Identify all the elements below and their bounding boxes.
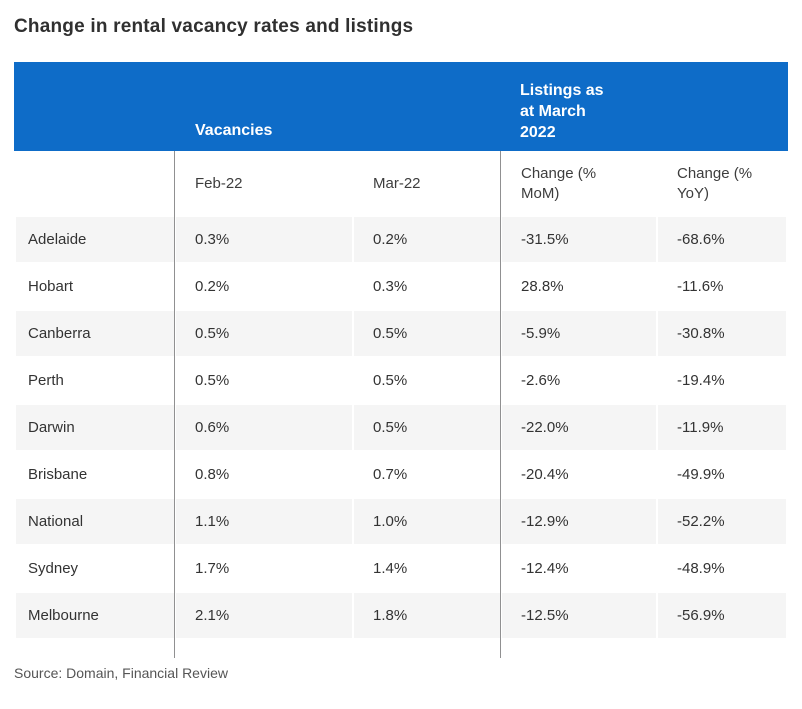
cell-feb22: 0.5% bbox=[176, 311, 352, 356]
cell-change-mom: -22.0% bbox=[502, 405, 656, 450]
column-header-feb22: Feb-22 bbox=[195, 175, 243, 192]
table-row-melbourne: Melbourne 2.1% 1.8% -12.5% -56.9% bbox=[16, 593, 786, 638]
rental-vacancy-figure: Change in rental vacancy rates and listi… bbox=[14, 16, 788, 681]
cell-change-yoy: -30.8% bbox=[658, 311, 786, 356]
table-row-hobart: Hobart 0.2% 0.3% 28.8% -11.6% bbox=[16, 264, 786, 309]
cell-feb22: 0.8% bbox=[195, 466, 230, 483]
cell-mar22: 1.4% bbox=[373, 560, 408, 577]
table-row-darwin: Darwin 0.6% 0.5% -22.0% -11.9% bbox=[16, 405, 786, 450]
cell-city: Adelaide bbox=[16, 217, 174, 262]
cell-mar22: 0.2% bbox=[354, 217, 500, 262]
cell-city: Melbourne bbox=[16, 593, 174, 638]
column-header-city bbox=[16, 153, 174, 215]
cell-feb22: 2.1% bbox=[176, 593, 352, 638]
table-row-national: National 1.1% 1.0% -12.9% -52.2% bbox=[16, 499, 786, 544]
cell-feb22: 1.1% bbox=[176, 499, 352, 544]
cell-change-mom: -31.5% bbox=[502, 217, 656, 262]
cell-change-yoy: -48.9% bbox=[677, 560, 725, 577]
cell-mar22: 0.5% bbox=[373, 372, 408, 389]
column-divider-right bbox=[500, 151, 501, 658]
cell-change-mom: 28.8% bbox=[521, 278, 564, 295]
cell-change-yoy: -68.6% bbox=[658, 217, 786, 262]
cell-change-yoy: -11.6% bbox=[677, 278, 724, 295]
cell-change-mom: -5.9% bbox=[502, 311, 656, 356]
cell-change-mom: -12.4% bbox=[521, 560, 569, 577]
table-row-canberra: Canberra 0.5% 0.5% -5.9% -30.8% bbox=[16, 311, 786, 356]
cell-change-mom: -12.9% bbox=[502, 499, 656, 544]
cell-change-yoy: -49.9% bbox=[677, 466, 725, 483]
cell-change-yoy: -19.4% bbox=[677, 372, 725, 389]
cell-feb22: 0.6% bbox=[176, 405, 352, 450]
cell-feb22: 0.3% bbox=[176, 217, 352, 262]
group-header-vacancies: Vacancies bbox=[195, 122, 273, 139]
cell-city: Darwin bbox=[16, 405, 174, 450]
cell-city: Canberra bbox=[16, 311, 174, 356]
table-row-adelaide: Adelaide 0.3% 0.2% -31.5% -68.6% bbox=[16, 217, 786, 262]
cell-change-yoy: -52.2% bbox=[658, 499, 786, 544]
cell-mar22: 0.3% bbox=[373, 278, 408, 295]
group-header-band: Vacancies Listings as at March 2022 bbox=[14, 62, 788, 151]
column-divider-left bbox=[174, 151, 175, 658]
cell-change-mom: -2.6% bbox=[521, 372, 561, 389]
source-note: Source: Domain, Financial Review bbox=[14, 665, 228, 681]
cell-city: National bbox=[16, 499, 174, 544]
cell-feb22: 0.2% bbox=[195, 278, 230, 295]
column-header-change-mom: Change (% MoM) bbox=[521, 165, 597, 202]
cell-change-yoy: -56.9% bbox=[658, 593, 786, 638]
table-zone: Vacancies Listings as at March 2022 Feb-… bbox=[14, 62, 788, 658]
column-header-row: Feb-22 Mar-22 Change (% MoM) Change (% Y… bbox=[16, 153, 786, 215]
column-header-change-yoy: Change (% YoY) bbox=[677, 165, 753, 202]
cell-mar22: 0.7% bbox=[373, 466, 408, 483]
cell-city: Sydney bbox=[28, 560, 79, 577]
page-title: Change in rental vacancy rates and listi… bbox=[14, 16, 414, 37]
cell-change-yoy: -11.9% bbox=[658, 405, 786, 450]
cell-mar22: 1.8% bbox=[354, 593, 500, 638]
cell-city: Perth bbox=[28, 372, 64, 389]
group-header-listings: Listings as at March 2022 bbox=[520, 82, 604, 141]
vacancy-table: Feb-22 Mar-22 Change (% MoM) Change (% Y… bbox=[14, 151, 788, 640]
cell-change-mom: -12.5% bbox=[502, 593, 656, 638]
table-row-sydney: Sydney 1.7% 1.4% -12.4% -48.9% bbox=[16, 546, 786, 591]
column-header-mar22: Mar-22 bbox=[373, 175, 421, 192]
table-row-brisbane: Brisbane 0.8% 0.7% -20.4% -49.9% bbox=[16, 452, 786, 497]
cell-city: Brisbane bbox=[28, 466, 88, 483]
cell-mar22: 1.0% bbox=[354, 499, 500, 544]
table-row-perth: Perth 0.5% 0.5% -2.6% -19.4% bbox=[16, 358, 786, 403]
cell-mar22: 0.5% bbox=[354, 311, 500, 356]
cell-change-mom: -20.4% bbox=[521, 466, 569, 483]
cell-city: Hobart bbox=[28, 278, 74, 295]
cell-feb22: 1.7% bbox=[195, 560, 230, 577]
cell-feb22: 0.5% bbox=[195, 372, 230, 389]
cell-mar22: 0.5% bbox=[354, 405, 500, 450]
